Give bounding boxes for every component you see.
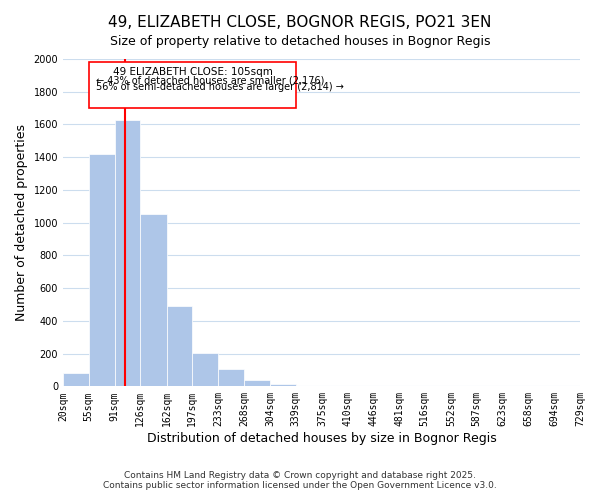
Text: 49 ELIZABETH CLOSE: 105sqm: 49 ELIZABETH CLOSE: 105sqm <box>113 67 272 77</box>
Text: 56% of semi-detached houses are larger (2,814) →: 56% of semi-detached houses are larger (… <box>96 82 344 92</box>
Bar <box>270 384 296 386</box>
Bar <box>89 154 115 386</box>
Bar <box>167 306 192 386</box>
Bar <box>140 214 167 386</box>
Text: 49, ELIZABETH CLOSE, BOGNOR REGIS, PO21 3EN: 49, ELIZABETH CLOSE, BOGNOR REGIS, PO21 … <box>109 15 491 30</box>
Text: Size of property relative to detached houses in Bognor Regis: Size of property relative to detached ho… <box>110 35 490 48</box>
X-axis label: Distribution of detached houses by size in Bognor Regis: Distribution of detached houses by size … <box>146 432 496 445</box>
Text: Contains HM Land Registry data © Crown copyright and database right 2025.
Contai: Contains HM Land Registry data © Crown c… <box>103 470 497 490</box>
Bar <box>115 120 140 386</box>
Y-axis label: Number of detached properties: Number of detached properties <box>15 124 28 321</box>
Text: ← 43% of detached houses are smaller (2,176): ← 43% of detached houses are smaller (2,… <box>96 76 324 86</box>
Bar <box>218 369 244 386</box>
FancyBboxPatch shape <box>89 62 296 108</box>
Bar <box>63 373 89 386</box>
Bar <box>192 353 218 386</box>
Bar <box>244 380 270 386</box>
